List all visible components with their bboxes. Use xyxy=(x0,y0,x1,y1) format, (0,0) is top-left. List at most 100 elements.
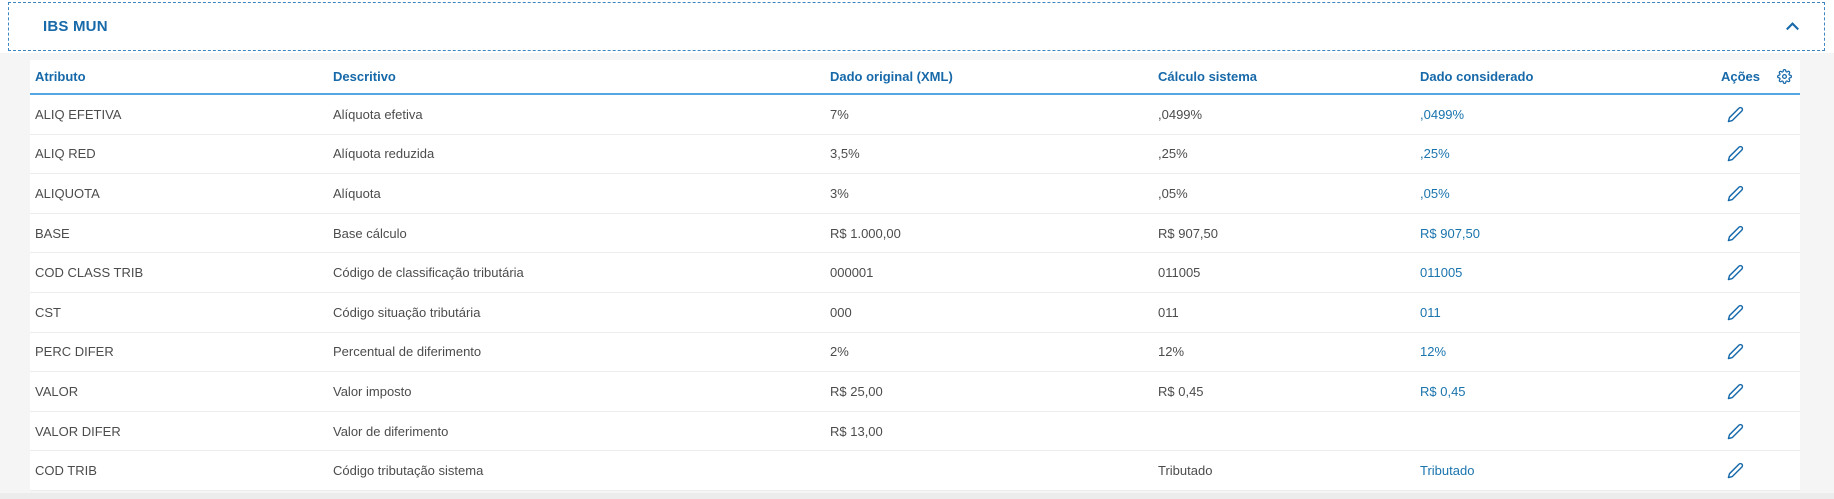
cell-dado-considerado[interactable]: 12% xyxy=(1420,344,1447,360)
table-row: ALIQ EFETIVA Alíquota efetiva 7% ,0499% … xyxy=(30,95,1800,135)
cell-descritivo: Valor imposto xyxy=(333,383,412,399)
table-row: ALIQ RED Alíquota reduzida 3,5% ,25% ,25… xyxy=(30,134,1800,175)
cell-dado-original: R$ 1.000,00 xyxy=(830,225,901,241)
table-header-row: Atributo Descritivo Dado original (XML) … xyxy=(30,60,1800,95)
cell-acoes xyxy=(1705,104,1800,124)
table-row: VALOR DIFER Valor de diferimento R$ 13,0… xyxy=(30,411,1800,452)
column-header-atributo: Atributo xyxy=(35,69,86,84)
pencil-icon xyxy=(1727,185,1744,202)
cell-atributo: CST xyxy=(35,304,61,320)
table-body: ALIQ EFETIVA Alíquota efetiva 7% ,0499% … xyxy=(30,95,1800,491)
edit-button[interactable] xyxy=(1725,381,1745,401)
cell-calculo-sistema: ,25% xyxy=(1158,146,1188,162)
cell-acoes xyxy=(1705,183,1800,203)
cell-calculo-sistema: 011 xyxy=(1158,304,1179,320)
cell-dado-considerado[interactable]: ,05% xyxy=(1420,185,1450,201)
cell-dado-considerado[interactable]: ,25% xyxy=(1420,146,1450,162)
actions-header-label: Ações xyxy=(1720,69,1760,84)
table-row: PERC DIFER Percentual de diferimento 2% … xyxy=(30,332,1800,373)
table-bottom-edge xyxy=(0,493,1834,499)
pencil-icon xyxy=(1727,264,1744,281)
column-header-dado-original: Dado original (XML) xyxy=(830,69,953,84)
edit-button[interactable] xyxy=(1725,421,1745,441)
pencil-icon xyxy=(1727,343,1744,360)
pencil-icon xyxy=(1727,423,1744,440)
table-row: COD CLASS TRIB Código de classificação t… xyxy=(30,253,1800,293)
cell-calculo-sistema: 011005 xyxy=(1158,265,1201,281)
table-settings-button[interactable] xyxy=(1775,68,1793,86)
cell-descritivo: Código situação tributária xyxy=(333,304,481,320)
edit-button[interactable] xyxy=(1725,183,1745,203)
cell-dado-original: R$ 13,00 xyxy=(830,423,883,439)
pencil-icon xyxy=(1727,383,1744,400)
cell-calculo-sistema: R$ 0,45 xyxy=(1158,383,1204,399)
edit-button[interactable] xyxy=(1725,223,1745,243)
column-header-calculo-sistema: Cálculo sistema xyxy=(1158,69,1257,84)
table-row: COD TRIB Código tributação sistema Tribu… xyxy=(30,451,1800,491)
table-row: BASE Base cálculo R$ 1.000,00 R$ 907,50 … xyxy=(30,213,1800,254)
cell-atributo: BASE xyxy=(35,225,70,241)
cell-dado-original: 2% xyxy=(830,344,849,360)
cell-acoes xyxy=(1705,144,1800,164)
cell-acoes xyxy=(1705,381,1800,401)
cell-dado-original: 000 xyxy=(830,304,852,320)
content-area: Atributo Descritivo Dado original (XML) … xyxy=(0,53,1834,499)
table-row: VALOR Valor imposto R$ 25,00 R$ 0,45 R$ … xyxy=(30,372,1800,412)
edit-button[interactable] xyxy=(1725,461,1745,481)
cell-dado-original: 7% xyxy=(830,106,849,122)
table-row: ALIQUOTA Alíquota 3% ,05% ,05% xyxy=(30,174,1800,214)
widget-title: IBS MUN xyxy=(43,18,108,35)
column-header-acoes: Ações xyxy=(1705,68,1800,86)
edit-button[interactable] xyxy=(1725,302,1745,322)
gear-icon xyxy=(1776,69,1792,84)
cell-dado-considerado[interactable]: 011 xyxy=(1420,304,1441,320)
column-header-dado-considerado: Dado considerado xyxy=(1420,69,1534,84)
cell-acoes xyxy=(1705,421,1800,441)
cell-atributo: COD CLASS TRIB xyxy=(35,265,144,281)
cell-descritivo: Base cálculo xyxy=(333,225,407,241)
widget-panel: IBS MUN xyxy=(8,2,1825,51)
attributes-table: Atributo Descritivo Dado original (XML) … xyxy=(30,60,1800,491)
cell-calculo-sistema: R$ 907,50 xyxy=(1158,225,1218,241)
edit-button[interactable] xyxy=(1725,342,1745,362)
edit-button[interactable] xyxy=(1725,144,1745,164)
cell-calculo-sistema: Tributado xyxy=(1158,463,1213,479)
cell-acoes xyxy=(1705,223,1800,243)
cell-dado-considerado[interactable]: 011005 xyxy=(1420,265,1463,281)
cell-atributo: ALIQUOTA xyxy=(35,185,100,201)
cell-dado-original: R$ 25,00 xyxy=(830,383,883,399)
chevron-up-icon xyxy=(1784,18,1801,35)
cell-dado-considerado[interactable]: R$ 907,50 xyxy=(1420,225,1480,241)
cell-dado-considerado[interactable]: R$ 0,45 xyxy=(1420,383,1466,399)
cell-calculo-sistema: ,05% xyxy=(1158,185,1188,201)
cell-dado-original: 3% xyxy=(830,185,849,201)
cell-descritivo: Código tributação sistema xyxy=(333,463,484,479)
cell-descritivo: Alíquota efetiva xyxy=(333,106,423,122)
table-row: CST Código situação tributária 000 011 0… xyxy=(30,292,1800,333)
cell-acoes xyxy=(1705,263,1800,283)
cell-dado-original: 000001 xyxy=(830,265,874,281)
cell-calculo-sistema: 12% xyxy=(1158,344,1185,360)
cell-atributo: VALOR xyxy=(35,383,79,399)
pencil-icon xyxy=(1727,462,1744,479)
cell-descritivo: Alíquota reduzida xyxy=(333,146,435,162)
cell-atributo: ALIQ RED xyxy=(35,146,96,162)
cell-acoes xyxy=(1705,302,1800,322)
collapse-button[interactable] xyxy=(1780,15,1804,39)
edit-button[interactable] xyxy=(1725,263,1745,283)
pencil-icon xyxy=(1727,225,1744,242)
cell-acoes xyxy=(1705,461,1800,481)
cell-dado-considerado[interactable]: ,0499% xyxy=(1420,106,1465,122)
edit-button[interactable] xyxy=(1725,104,1745,124)
pencil-icon xyxy=(1727,106,1744,123)
cell-acoes xyxy=(1705,342,1800,362)
cell-descritivo: Código de classificação tributária xyxy=(333,265,524,281)
cell-dado-considerado[interactable]: Tributado xyxy=(1420,463,1475,479)
cell-calculo-sistema: ,0499% xyxy=(1158,106,1203,122)
cell-atributo: ALIQ EFETIVA xyxy=(35,106,122,122)
cell-atributo: VALOR DIFER xyxy=(35,423,121,439)
cell-descritivo: Valor de diferimento xyxy=(333,423,449,439)
cell-descritivo: Percentual de diferimento xyxy=(333,344,482,360)
pencil-icon xyxy=(1727,145,1744,162)
cell-descritivo: Alíquota xyxy=(333,185,381,201)
